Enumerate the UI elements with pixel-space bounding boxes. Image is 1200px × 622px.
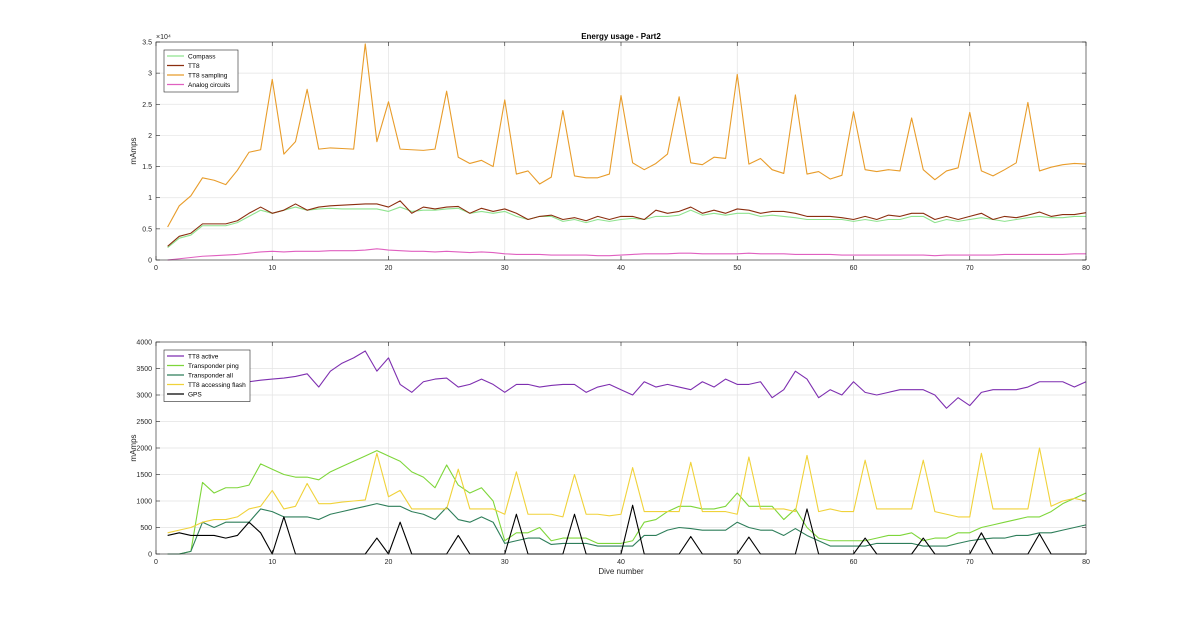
- x-tick-label: 40: [617, 265, 625, 272]
- y-tick-label: 0: [148, 258, 152, 265]
- x-tick-label: 50: [733, 265, 741, 272]
- x-tick-label: 30: [501, 559, 509, 566]
- series-line-2: [167, 450, 1087, 555]
- y-tick-label: 1000: [136, 499, 152, 506]
- x-tick-label: 10: [268, 559, 276, 566]
- legend-entry: TT8 sampling: [188, 72, 228, 79]
- x-tick-label: 20: [385, 559, 393, 566]
- y-axis-label: mAmps: [129, 137, 138, 164]
- x-tick-label: 70: [966, 265, 974, 272]
- y-tick-label: 3000: [136, 393, 152, 400]
- y-tick-label: 1.5: [142, 164, 152, 171]
- x-tick-label: 30: [501, 265, 509, 272]
- y-axis-label: mAmps: [129, 434, 138, 461]
- x-tick-label: 80: [1082, 559, 1090, 566]
- legend-entry: GPS: [188, 391, 202, 398]
- legend-entry: TT8: [188, 63, 200, 70]
- y-tick-label: 500: [140, 525, 152, 532]
- series-line-3: [167, 43, 1087, 228]
- legend-box: [163, 349, 251, 402]
- y-tick-label: 1: [148, 195, 152, 202]
- x-tick-label: 60: [850, 265, 858, 272]
- legend-entry: Compass: [188, 53, 216, 60]
- series-line-2: [167, 200, 1087, 247]
- y-tick-label: 2000: [136, 446, 152, 453]
- y-tick-label: 1500: [136, 472, 152, 479]
- legend-entry: TT8 accessing flash: [188, 382, 246, 389]
- chart-title: Energy usage - Part2: [581, 32, 661, 41]
- series-line-4: [167, 447, 1087, 534]
- legend-entry: Transponder ping: [188, 363, 239, 370]
- x-tick-label: 40: [617, 559, 625, 566]
- series-line-3: [167, 503, 1087, 555]
- y-tick-label: 0.5: [142, 226, 152, 233]
- y-tick-label: 3500: [136, 366, 152, 373]
- chart-2: 0 10 20 30 40 50 60 70 80 0 500 1000 1500 2000 2500 300…: [129, 340, 1090, 577]
- series-line-1: [167, 350, 1087, 409]
- x-axis-label: Dive number: [598, 567, 644, 576]
- legend: Compass TT8 TT8 sampling Analog circuits: [163, 49, 239, 93]
- y-exponent-label: ×10⁴: [156, 34, 171, 41]
- y-tick-label: 2500: [136, 419, 152, 426]
- x-tick-label: 20: [385, 265, 393, 272]
- y-tick-label: 3: [148, 71, 152, 78]
- x-tick-label: 10: [268, 265, 276, 272]
- x-tick-label: 60: [850, 559, 858, 566]
- y-tick-label: 3.5: [142, 40, 152, 47]
- series-line-4: [167, 248, 1086, 261]
- x-tick-label: 0: [154, 265, 158, 272]
- y-tick-label: 4000: [136, 340, 152, 347]
- x-tick-label: 50: [733, 559, 741, 566]
- legend-entry: Transponder all: [188, 372, 233, 379]
- legend-entry: TT8 active: [188, 353, 219, 360]
- legend: TT8 active Transponder ping Transponder al…: [163, 349, 251, 402]
- series-line-1: [167, 206, 1086, 248]
- y-tick-label: 2: [148, 133, 152, 140]
- y-tick-label: 0: [148, 552, 152, 559]
- legend-entry: Analog circuits: [188, 82, 231, 89]
- y-tick-label: 2.5: [142, 102, 152, 109]
- chart-1: 0 10 20 30 40 50 60 70 80 0 0.5 1 1.5 2 2.5 3 3.5 ×10⁴ Ene…: [129, 32, 1090, 272]
- x-tick-label: 0: [154, 559, 158, 566]
- x-tick-label: 70: [966, 559, 974, 566]
- x-tick-label: 80: [1082, 265, 1090, 272]
